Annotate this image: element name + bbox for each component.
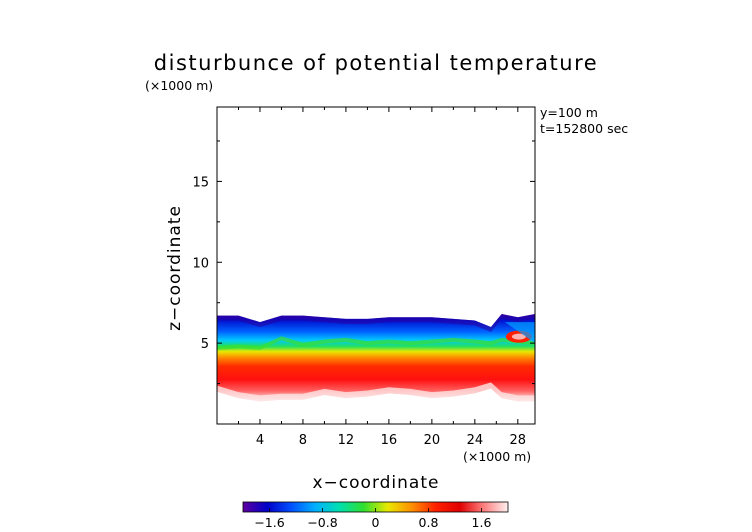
annotation-y: y=100 m bbox=[540, 105, 598, 120]
colorbar-tick-label: 1.6 bbox=[472, 515, 492, 530]
y-tick-label: 5 bbox=[201, 337, 209, 352]
field-anomaly-core bbox=[511, 333, 526, 340]
x-unit-label: (×1000 m) bbox=[463, 449, 531, 464]
x-tick-label: 8 bbox=[299, 433, 307, 448]
x-tick-label: 4 bbox=[256, 433, 264, 448]
field-bottom-edge bbox=[217, 382, 535, 402]
x-axis-label: x−coordinate bbox=[313, 473, 440, 493]
temperature-field bbox=[217, 314, 535, 402]
x-tick-label: 24 bbox=[467, 433, 484, 448]
annotation-t: t=152800 sec bbox=[540, 121, 628, 136]
x-tick-label: 16 bbox=[381, 433, 398, 448]
colorbar-tick-label: −0.8 bbox=[307, 515, 337, 530]
x-axis: 4 8 12 16 20 24 28 bbox=[237, 107, 527, 448]
y-unit-label: (×1000 m) bbox=[145, 78, 213, 93]
plot-frame bbox=[216, 106, 536, 425]
colorbar-ticks: −1.6 −0.8 0 0.8 1.6 bbox=[254, 508, 491, 530]
y-tick-label: 15 bbox=[192, 175, 209, 190]
colorbar-tick-label: 0 bbox=[372, 515, 380, 530]
field-region bbox=[217, 314, 535, 402]
y-axis: 5 10 15 bbox=[192, 140, 535, 385]
colorbar-tick-label: 0.8 bbox=[419, 515, 439, 530]
y-tick-label: 10 bbox=[192, 256, 209, 271]
field-top-edge bbox=[217, 314, 535, 332]
x-tick-label: 28 bbox=[510, 433, 527, 448]
chart-title: disturbunce of potential temperature bbox=[154, 51, 598, 75]
y-axis-label: z−coordinate bbox=[165, 205, 185, 331]
x-tick-label: 20 bbox=[424, 433, 441, 448]
field-anomaly-wedge bbox=[504, 322, 535, 344]
field-transition-band bbox=[217, 336, 535, 350]
x-tick-label: 12 bbox=[338, 433, 355, 448]
colorbar-tick-label: −1.6 bbox=[254, 515, 284, 530]
